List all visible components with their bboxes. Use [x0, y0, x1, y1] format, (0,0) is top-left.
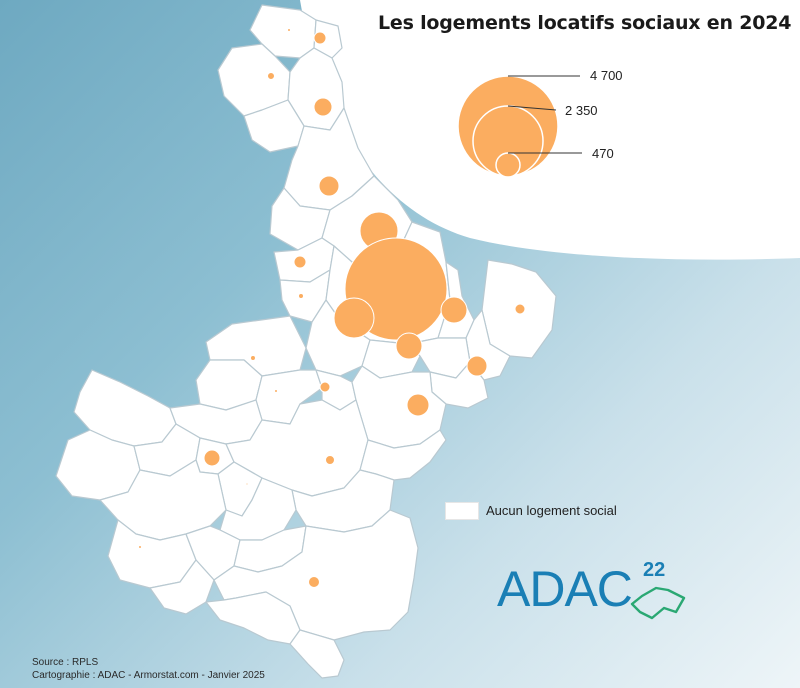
circle-commune: [308, 576, 320, 588]
map-title: Les logements locatifs sociaux en 2024: [378, 12, 792, 34]
circle-commune: [274, 389, 278, 393]
commune: [291, 469, 395, 533]
circle-commune: [313, 31, 327, 45]
commune: [313, 19, 343, 59]
source-text: Source : RPLS: [32, 657, 99, 668]
circle-commune: [466, 355, 488, 377]
no-data-swatch: [445, 502, 479, 520]
circle-commune: [440, 296, 468, 324]
circle-commune: [203, 449, 221, 467]
circle-commune: [514, 303, 526, 315]
no-data-label: Aucun logement social: [486, 503, 617, 518]
commune: [289, 629, 345, 679]
circle-commune: [313, 97, 333, 117]
circle-commune: [287, 28, 291, 32]
circle-commune: [325, 455, 335, 465]
legend-leader-2350: [507, 105, 557, 111]
legend-label-470: 470: [592, 146, 614, 161]
circle-commune: [250, 355, 256, 361]
credits-text: Cartographie : ADAC - Armorstat.com - Ja…: [32, 670, 265, 681]
circle-commune: [319, 381, 331, 393]
circle-commune: [267, 72, 275, 80]
adac-logo-number: 22: [643, 559, 666, 581]
circle-legend: [457, 75, 582, 178]
circle-commune: [395, 332, 423, 360]
circle-commune: [138, 545, 142, 549]
circle-commune: [245, 482, 249, 486]
logo-mark: [630, 586, 686, 620]
circle-commune: [333, 297, 375, 339]
commune: [149, 559, 215, 615]
circle-commune: [293, 255, 307, 269]
legend-label-2350: 2 350: [565, 103, 598, 118]
legend-label-4700: 4 700: [590, 68, 623, 83]
legend-circle-470: [495, 152, 521, 178]
circle-commune: [406, 393, 430, 417]
circles: [138, 28, 526, 588]
circle-commune: [298, 293, 304, 299]
adac-logo-text: ADAC: [497, 561, 633, 617]
circle-commune: [318, 175, 340, 197]
